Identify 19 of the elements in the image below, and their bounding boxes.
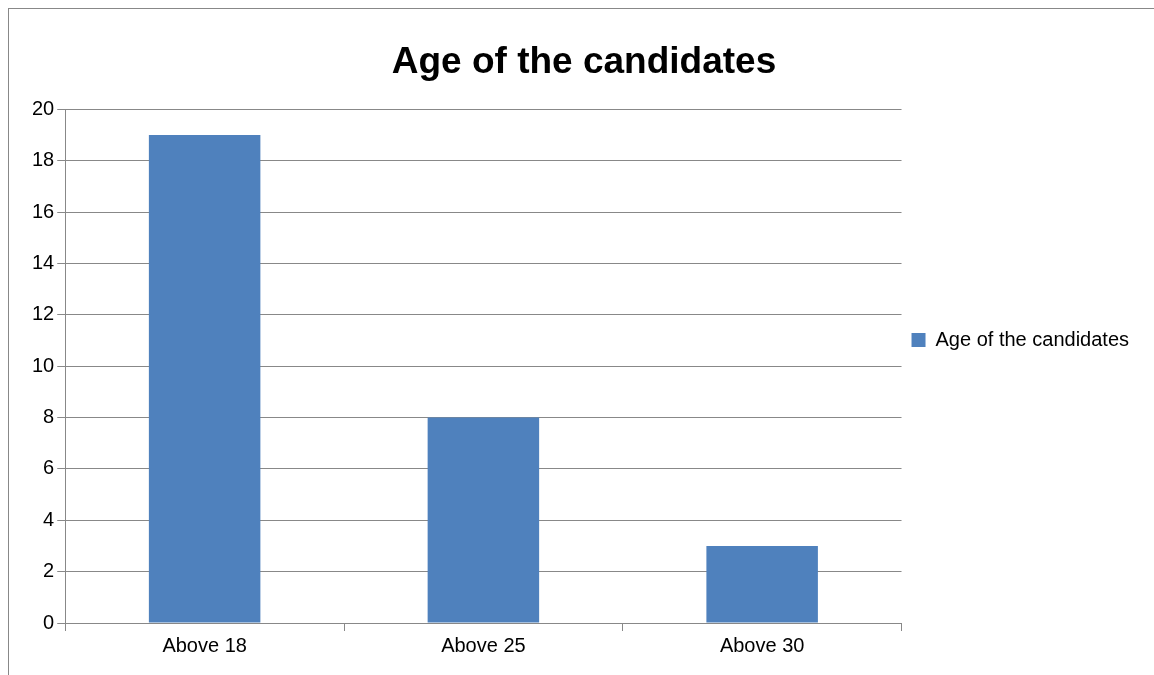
y-tick-label: 14 — [32, 251, 55, 273]
bar — [427, 417, 540, 623]
y-tick-label: 16 — [32, 199, 55, 222]
y-tick-label: 4 — [43, 507, 55, 530]
y-tick-label: 0 — [43, 610, 55, 633]
y-tick-label: 6 — [43, 456, 55, 479]
y-tick-label: 20 — [32, 96, 55, 119]
legend-label: Age of the candidates — [935, 327, 1130, 350]
y-tick-label: 10 — [32, 353, 55, 376]
bar — [148, 135, 261, 623]
x-tick-label: Above 30 — [719, 633, 805, 656]
x-tick-label: Above 25 — [441, 633, 526, 656]
bar — [706, 545, 818, 623]
y-tick-label: 18 — [32, 148, 55, 171]
y-tick-label: 12 — [32, 302, 55, 325]
x-tick-label: Above 18 — [162, 633, 247, 656]
y-tick-label: 8 — [43, 405, 55, 428]
y-tick-label: 2 — [43, 559, 55, 582]
chart-title: Age of the candidates — [391, 40, 777, 82]
